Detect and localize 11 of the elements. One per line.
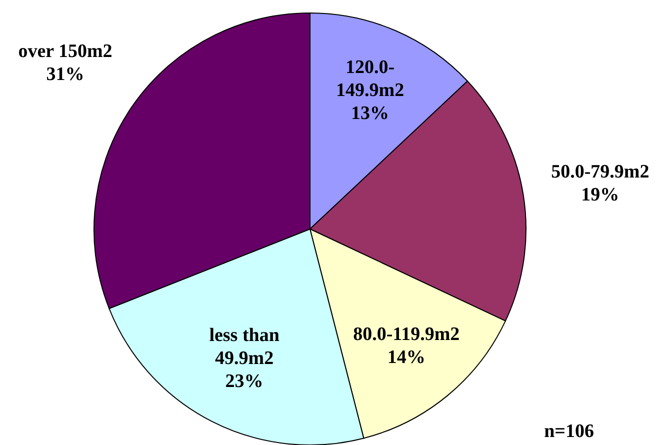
slice-label: 50.0-79.9m2 [551, 161, 650, 182]
slice-label: less than 49.9m2 [209, 324, 280, 368]
text: n=106 [544, 421, 594, 443]
data-label: 31% [46, 64, 84, 85]
slice-label: over 150m2 [18, 40, 112, 62]
data-label: 23% [225, 370, 264, 392]
slice-label: 120.0-149.9m2 [336, 56, 404, 101]
data-label: 13% [351, 102, 390, 124]
data-label: 14% [387, 346, 426, 368]
slice-label: 80.0-119.9m2 [353, 324, 460, 344]
data-label: 19% [581, 184, 620, 206]
